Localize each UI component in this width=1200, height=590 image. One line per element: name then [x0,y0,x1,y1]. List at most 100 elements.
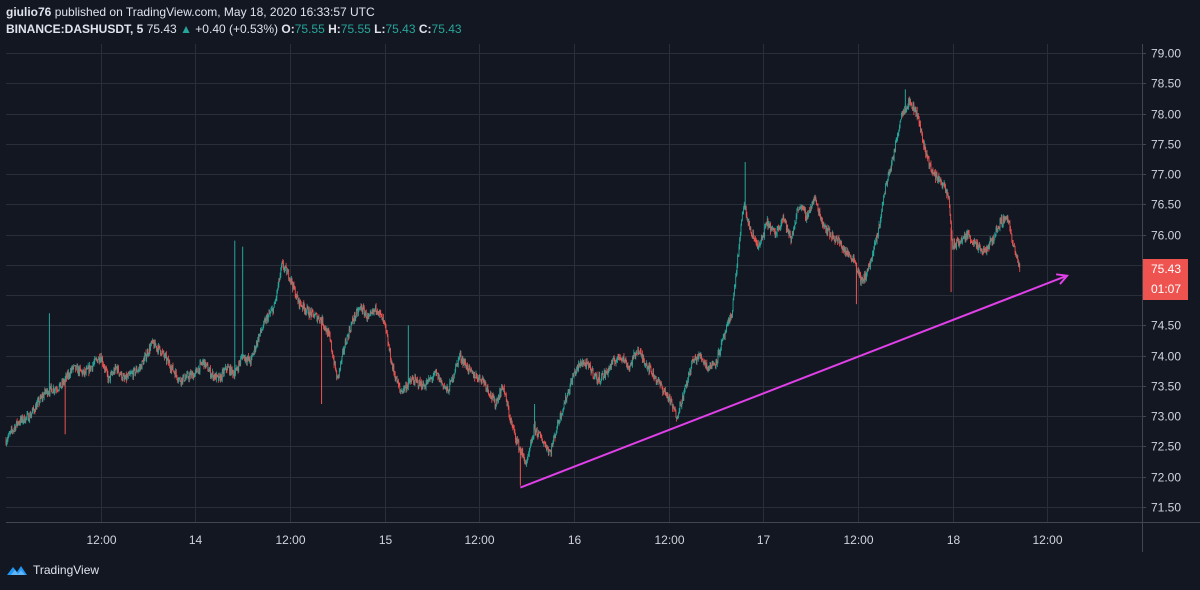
candle-body [145,353,146,356]
candle-body [541,436,543,441]
candle-body [738,246,740,256]
candle-body [955,243,957,248]
candle-body [84,371,86,375]
last-price: 75.43 [146,22,177,36]
candle-body [697,357,698,360]
candle-body [839,238,840,244]
candle-body [198,368,200,372]
candle-body [694,355,696,360]
candle-body [797,209,798,211]
candle-body [887,172,889,181]
candle-body [692,359,694,361]
candle-body [184,380,186,382]
candle-body [69,376,71,377]
candle-body [160,354,162,355]
candle-body [553,436,554,442]
candle-body [926,153,927,155]
candle-body [476,374,478,377]
candle-body [191,372,193,374]
candle-body [83,369,85,375]
candle-body [127,375,128,377]
candle-body [617,353,619,358]
candle-body [459,354,460,358]
candle-body [309,310,311,317]
candle-body [584,362,586,365]
candle-body [1018,262,1019,265]
candle-body [164,354,166,358]
candle-body [94,358,96,363]
candle-body [662,388,664,393]
candle-body [938,175,940,180]
candle-body [485,383,487,390]
candle-body [187,373,188,374]
candle-body [219,375,221,377]
candle-body [221,371,223,380]
candle-body [405,384,407,387]
candle-body [535,429,537,433]
candle-body [96,358,98,360]
trendline[interactable] [519,274,1068,489]
candle-body [673,406,675,411]
candle-body [931,170,933,173]
candle-body [129,373,131,375]
candle-body [594,376,595,378]
candle-body [421,382,422,388]
candle-body [592,368,593,371]
time-axis[interactable]: 12:00 14 12:00 15 12:00 16 12:00 17 12:00 18 12:00 [86,533,1062,547]
candle-body [519,448,520,451]
candle-body [886,182,888,184]
candle-body [830,235,832,238]
candle-body [956,239,958,241]
symbol-name[interactable]: BINANCE:DASHUSDT, 5 [6,22,144,36]
candle-body [597,379,599,383]
candle-body [689,370,691,374]
candle-body [522,451,524,455]
candle-body [1005,216,1007,220]
time-tick-label: 14 [189,533,203,547]
candle-body [394,374,396,380]
candle-body [722,338,723,342]
candle-body [232,370,234,376]
candle-body [275,299,276,303]
candle-body [756,242,758,244]
candle-body [368,316,370,318]
candle-body [936,172,938,178]
candle-body [6,441,8,445]
candle-body [558,422,560,423]
candle-body [769,223,771,227]
candle-body [977,246,979,251]
candle-body [488,390,489,394]
candle-body [772,228,774,230]
candle-body [496,398,498,401]
candle-body [667,394,668,397]
candle-body [158,345,160,347]
tradingview-brand[interactable]: TradingView [6,563,99,577]
author-name[interactable]: giulio76 [6,5,52,19]
candle-body [32,407,34,411]
candle-body [169,362,171,367]
candle-body [734,286,735,295]
candle-body [1012,241,1013,244]
candle-body [778,225,779,230]
candle-body [413,382,415,385]
candle-body [377,310,378,313]
candle-body [795,223,796,225]
low-value: 75.43 [385,22,416,36]
candle-body [548,450,550,453]
candle-body [875,238,877,243]
price-chart[interactable]: 71.5072.0072.5073.0073.5074.0074.5075.00… [0,0,1200,560]
candle-body [643,360,645,365]
candle-body [757,247,759,248]
candle-body [141,360,143,369]
candle-body [344,348,345,352]
candle-body [656,380,658,382]
candle-body [318,316,320,321]
candle-body [374,309,376,311]
candle-body [95,358,97,360]
candle-body [622,356,624,360]
symbol-legend: BINANCE:DASHUSDT, 5 75.43 ▲ +0.40 (+0.53… [6,22,462,36]
candle-body [793,230,794,235]
candle-body [208,370,210,372]
candle-body [557,420,559,423]
candle-body [720,342,722,351]
